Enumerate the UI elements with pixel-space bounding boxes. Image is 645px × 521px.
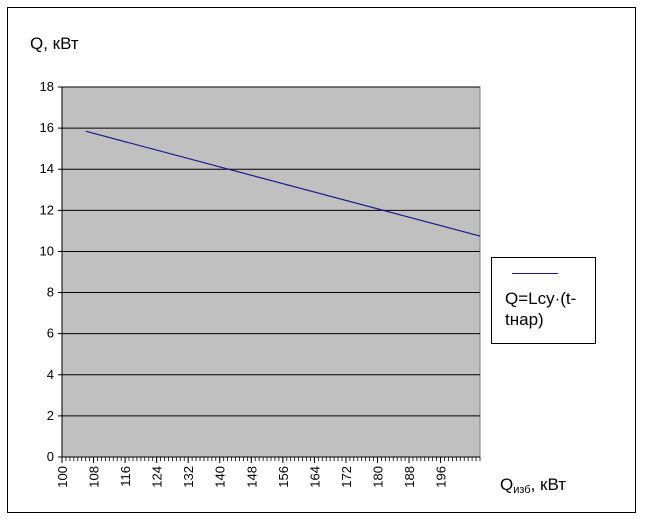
x-tick-label: 140 bbox=[213, 466, 228, 488]
y-tick-label: 10 bbox=[40, 243, 54, 258]
y-tick-label: 6 bbox=[47, 326, 54, 341]
y-tick-label: 0 bbox=[47, 449, 54, 464]
y-axis: 0 2 4 6 8 10 12 14 16 18 bbox=[40, 79, 63, 464]
legend: Q=Lcy·(t-tнар) bbox=[491, 257, 596, 344]
y-tick-label: 16 bbox=[40, 120, 54, 135]
x-tick-label: 148 bbox=[244, 466, 259, 488]
x-tick-label: 100 bbox=[55, 466, 70, 488]
y-tick-label: 2 bbox=[47, 408, 54, 423]
y-axis-title: Q, кВт bbox=[30, 34, 79, 53]
x-tick-label: 156 bbox=[276, 466, 291, 488]
x-axis-title-main: Q bbox=[500, 475, 514, 494]
x-axis: 100 108 116 124 132 140 148 156 164 172 180 188 196 bbox=[55, 456, 481, 488]
x-tick-label: 132 bbox=[181, 466, 196, 488]
plot-area bbox=[61, 86, 481, 458]
x-tick-label: 188 bbox=[402, 466, 417, 488]
x-axis-title-unit: , кВт bbox=[530, 475, 567, 494]
x-tick-label: 116 bbox=[118, 466, 133, 487]
x-tick-label: 180 bbox=[370, 466, 385, 488]
x-axis-title: Qизб, кВт bbox=[500, 475, 566, 496]
series-line bbox=[85, 130, 481, 237]
y-tick-label: 4 bbox=[47, 367, 54, 382]
x-tick-label: 196 bbox=[434, 466, 449, 488]
legend-swatch bbox=[512, 273, 558, 274]
grid-lines bbox=[62, 86, 480, 417]
x-tick-label: 164 bbox=[307, 466, 322, 488]
x-tick-label: 172 bbox=[339, 466, 354, 488]
y-tick-label: 14 bbox=[40, 161, 54, 176]
x-tick-label: 108 bbox=[87, 466, 102, 488]
x-axis-title-subscript: изб bbox=[513, 484, 531, 496]
y-tick-label: 18 bbox=[40, 79, 54, 94]
y-tick-label: 8 bbox=[47, 285, 54, 300]
legend-label: Q=Lcy·(t-tнар) bbox=[505, 289, 577, 329]
y-tick-label: 12 bbox=[40, 202, 54, 217]
x-tick-label: 124 bbox=[150, 466, 165, 488]
series-group bbox=[85, 130, 481, 237]
